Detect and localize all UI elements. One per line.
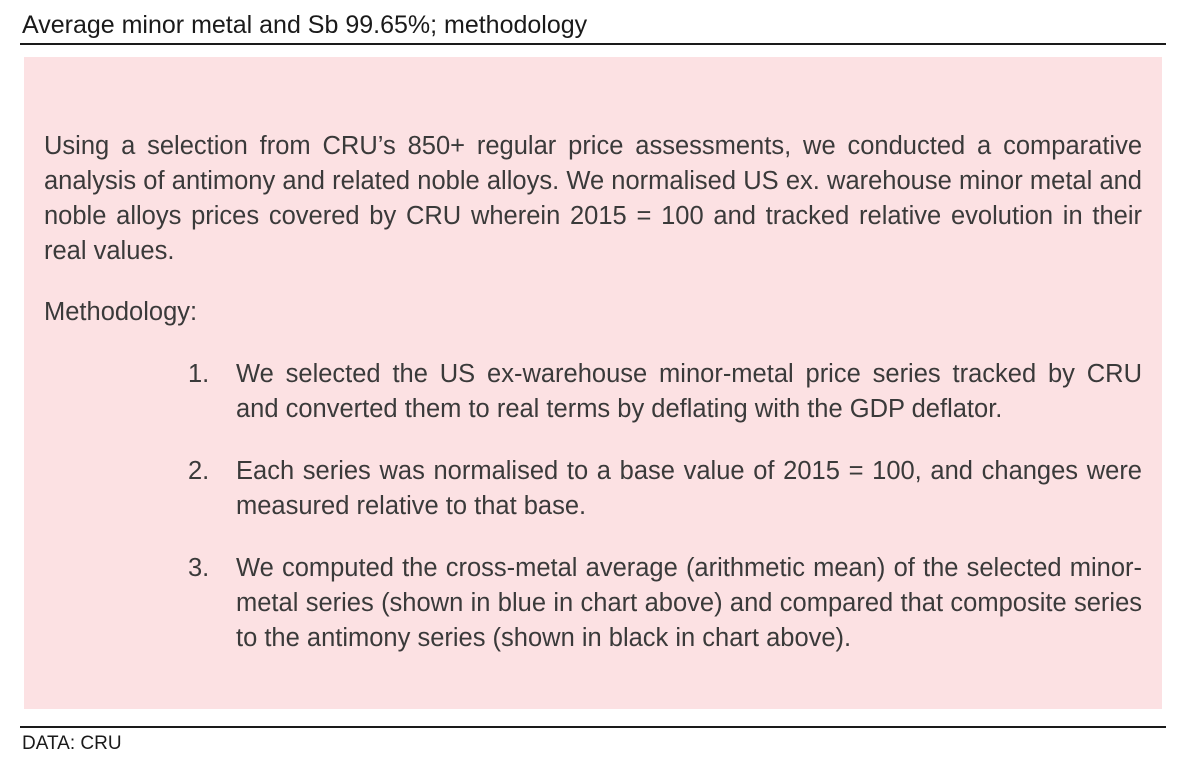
step-text: We computed the cross-metal average (ari… <box>236 554 1142 652</box>
methodology-step-2: 2. Each series was normalised to a base … <box>188 454 1142 524</box>
methodology-panel: Using a selection from CRU’s 850+ regula… <box>24 57 1162 709</box>
title-divider <box>20 43 1166 45</box>
footer-divider <box>20 726 1166 728</box>
page-title: Average minor metal and Sb 99.65%; metho… <box>22 11 588 39</box>
step-number: 3. <box>188 554 210 582</box>
step-number: 2. <box>188 457 210 485</box>
methodology-step-3: 3. We computed the cross-metal average (… <box>188 551 1142 656</box>
step-text: We selected the US ex-warehouse minor-me… <box>236 360 1142 423</box>
step-number: 1. <box>188 360 210 388</box>
step-text: Each series was normalised to a base val… <box>236 457 1142 520</box>
methodology-heading: Methodology: <box>44 298 198 326</box>
intro-paragraph: Using a selection from CRU’s 850+ regula… <box>44 132 1142 265</box>
methodology-steps: 1. We selected the US ex-warehouse minor… <box>188 357 1142 683</box>
methodology-step-1: 1. We selected the US ex-warehouse minor… <box>188 357 1142 427</box>
source-note: DATA: CRU <box>22 733 122 754</box>
